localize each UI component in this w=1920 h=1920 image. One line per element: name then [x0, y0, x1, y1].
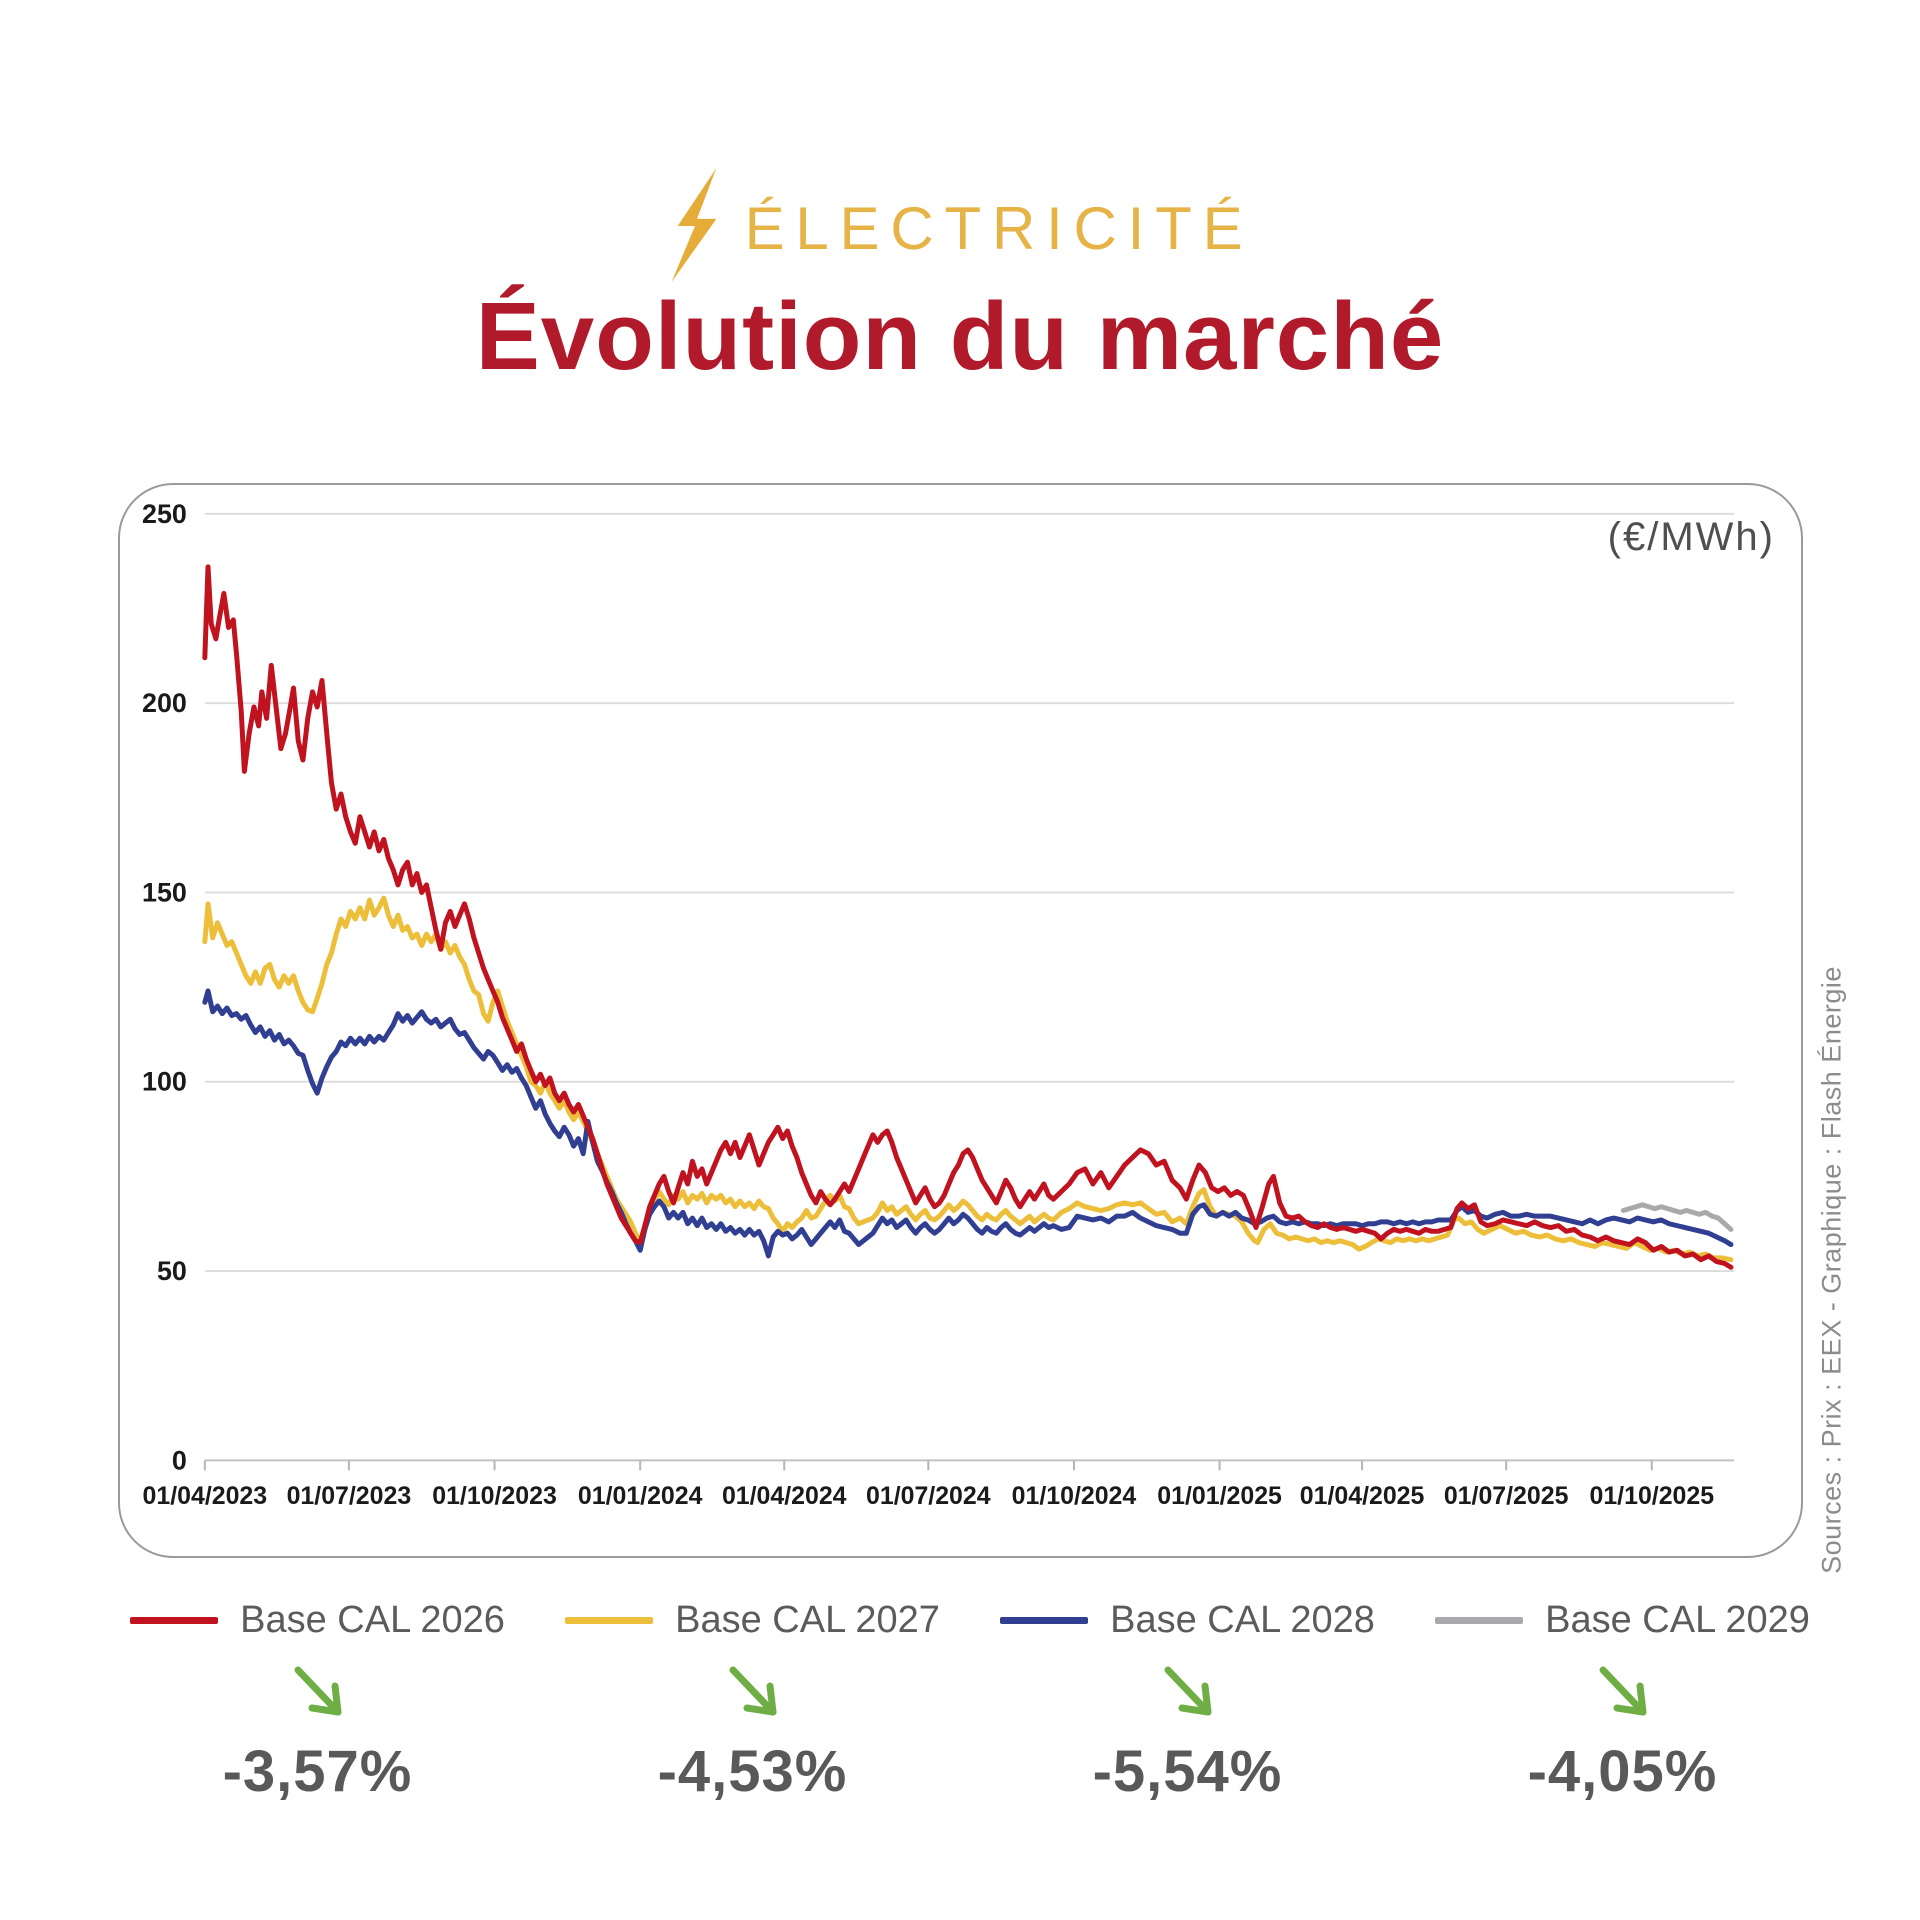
down-right-arrow-icon [1599, 1666, 1646, 1716]
unit-label: (€/MWh) [1607, 515, 1775, 559]
change-percentage: -3,57% [222, 1739, 413, 1804]
svg-text:01/04/2025: 01/04/2025 [1300, 1482, 1425, 1510]
svg-text:01/07/2025: 01/07/2025 [1444, 1482, 1569, 1510]
svg-text:01/04/2024: 01/04/2024 [722, 1482, 847, 1510]
summary-col-cal-2028: Base CAL 2028 -5,54% [970, 1594, 1405, 1805]
svg-text:01/01/2024: 01/01/2024 [578, 1482, 703, 1510]
svg-text:0: 0 [172, 1445, 187, 1475]
summary-col-cal-2026: Base CAL 2026 -3,57% [100, 1594, 535, 1805]
change-percentage: -5,54% [1092, 1739, 1283, 1804]
change-percentage: -4,05% [1527, 1739, 1718, 1804]
svg-text:01/07/2024: 01/07/2024 [866, 1482, 991, 1510]
lightning-bolt-icon [671, 168, 716, 282]
chart-panel: (€/MWh) 0 50 100 150 200 250 01/04/2023 01/07/2… [118, 483, 1803, 1558]
legend-item-cal-2029: Base CAL 2029 [1435, 1594, 1810, 1646]
legend-swatch-cal-2026 [130, 1616, 219, 1624]
legend-summary: Base CAL 2026 -3,57% Base CAL 2027 -4,53… [100, 1594, 1840, 1805]
category-header: ÉLECTRICITÉ [0, 168, 1920, 282]
svg-text:01/10/2024: 01/10/2024 [1012, 1482, 1137, 1510]
legend-label: Base CAL 2028 [1110, 1598, 1375, 1641]
legend-item-cal-2028: Base CAL 2028 [1000, 1594, 1375, 1646]
svg-text:200: 200 [142, 688, 187, 718]
svg-text:01/04/2023: 01/04/2023 [143, 1482, 268, 1510]
change-percentage: -4,53% [657, 1739, 848, 1804]
legend-label: Base CAL 2027 [675, 1598, 940, 1641]
legend-item-cal-2026: Base CAL 2026 [130, 1594, 505, 1646]
svg-text:50: 50 [157, 1256, 187, 1286]
down-right-arrow-icon [729, 1666, 776, 1716]
svg-text:01/01/2025: 01/01/2025 [1157, 1482, 1282, 1510]
svg-text:01/10/2025: 01/10/2025 [1589, 1482, 1714, 1510]
summary-col-cal-2027: Base CAL 2027 -4,53% [535, 1594, 970, 1805]
source-note: Sources : Prix : EEX - Graphique : Flash… [1816, 966, 1847, 1574]
category-label: ÉLECTRICITÉ [744, 195, 1254, 262]
legend-item-cal-2027: Base CAL 2027 [565, 1594, 940, 1646]
legend-swatch-cal-2027 [565, 1616, 654, 1624]
svg-text:250: 250 [142, 499, 187, 529]
legend-label: Base CAL 2026 [240, 1598, 505, 1641]
svg-text:01/10/2023: 01/10/2023 [432, 1482, 557, 1510]
legend-swatch-cal-2029 [1435, 1616, 1524, 1624]
svg-text:100: 100 [142, 1067, 187, 1097]
page-title: Évolution du marché [475, 283, 1445, 390]
legend-label: Base CAL 2029 [1545, 1598, 1810, 1641]
svg-text:150: 150 [142, 877, 187, 907]
legend-swatch-cal-2028 [1000, 1616, 1089, 1624]
down-right-arrow-icon [1164, 1666, 1211, 1716]
down-right-arrow-icon [294, 1666, 341, 1716]
line-chart: 0 50 100 150 200 250 01/04/2023 01/07/2023 01/10… [142, 499, 1735, 1510]
svg-text:01/07/2023: 01/07/2023 [287, 1482, 412, 1510]
summary-col-cal-2029: Base CAL 2029 -4,05% [1405, 1594, 1840, 1805]
